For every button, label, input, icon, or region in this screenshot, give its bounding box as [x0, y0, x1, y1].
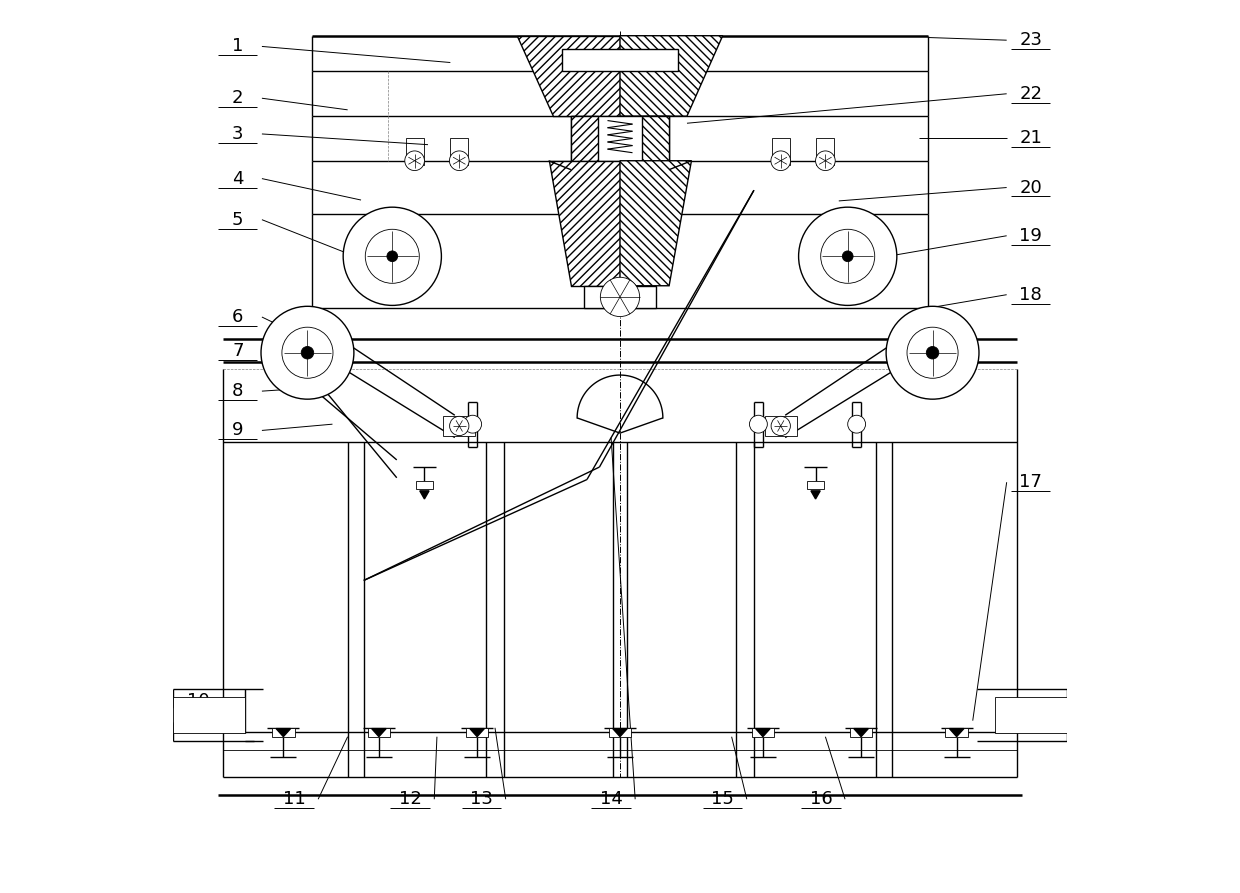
Polygon shape — [854, 729, 868, 737]
Polygon shape — [755, 729, 770, 737]
Bar — [466, 728, 489, 738]
Polygon shape — [642, 116, 670, 161]
Text: 1: 1 — [232, 38, 243, 55]
Text: 12: 12 — [399, 790, 422, 808]
Bar — [417, 481, 433, 489]
Polygon shape — [811, 491, 820, 499]
Text: 8: 8 — [232, 382, 243, 400]
Circle shape — [887, 306, 980, 399]
Text: 21: 21 — [1019, 129, 1042, 147]
Polygon shape — [950, 729, 963, 737]
Polygon shape — [470, 729, 485, 737]
Bar — [816, 138, 835, 165]
Circle shape — [404, 151, 424, 171]
Text: 9: 9 — [232, 421, 243, 439]
Text: 7: 7 — [232, 342, 243, 360]
Polygon shape — [420, 491, 429, 499]
Bar — [443, 416, 475, 436]
Circle shape — [799, 207, 897, 305]
Text: 4: 4 — [232, 170, 243, 188]
Circle shape — [464, 415, 481, 433]
Text: 14: 14 — [600, 790, 622, 808]
Circle shape — [343, 207, 441, 305]
Bar — [994, 697, 1066, 733]
Circle shape — [1043, 702, 1069, 729]
Bar — [945, 728, 968, 738]
Circle shape — [366, 230, 419, 283]
Polygon shape — [613, 729, 627, 737]
Bar — [562, 49, 678, 71]
Bar — [765, 416, 797, 436]
Polygon shape — [620, 161, 692, 286]
Bar — [849, 728, 873, 738]
Text: 16: 16 — [810, 790, 832, 808]
Bar — [771, 138, 790, 165]
Polygon shape — [620, 36, 723, 116]
Circle shape — [771, 416, 790, 436]
Circle shape — [842, 251, 853, 262]
Text: 5: 5 — [232, 211, 243, 229]
Text: 2: 2 — [232, 89, 243, 107]
Circle shape — [600, 277, 640, 316]
Circle shape — [749, 415, 768, 433]
Bar — [584, 286, 656, 308]
Polygon shape — [277, 729, 290, 737]
Circle shape — [906, 327, 959, 379]
Circle shape — [171, 702, 197, 729]
Text: 3: 3 — [232, 125, 243, 143]
Text: 15: 15 — [712, 790, 734, 808]
Bar — [570, 116, 670, 161]
Polygon shape — [372, 729, 386, 737]
Text: 18: 18 — [1019, 286, 1042, 304]
Text: 11: 11 — [283, 790, 305, 808]
Bar — [405, 138, 424, 165]
Text: 17: 17 — [1019, 473, 1042, 491]
Bar — [272, 728, 295, 738]
Text: 20: 20 — [1019, 179, 1042, 196]
Circle shape — [926, 346, 939, 359]
Bar — [367, 728, 391, 738]
Circle shape — [449, 151, 469, 171]
Text: 23: 23 — [1019, 31, 1043, 49]
Text: 10: 10 — [187, 692, 210, 710]
Bar — [751, 728, 774, 738]
Text: 6: 6 — [232, 308, 243, 326]
Text: 13: 13 — [470, 790, 494, 808]
Circle shape — [848, 415, 866, 433]
Polygon shape — [517, 36, 620, 116]
Text: 22: 22 — [1019, 85, 1043, 103]
Circle shape — [281, 327, 334, 379]
Polygon shape — [548, 161, 620, 286]
Bar — [174, 697, 246, 733]
Circle shape — [301, 346, 314, 359]
Polygon shape — [570, 116, 598, 161]
Bar — [450, 138, 469, 165]
Bar — [807, 481, 823, 489]
Circle shape — [450, 416, 469, 436]
Circle shape — [260, 306, 353, 399]
Bar — [609, 728, 631, 738]
Circle shape — [771, 151, 791, 171]
Text: 19: 19 — [1019, 227, 1042, 245]
Circle shape — [821, 230, 874, 283]
Circle shape — [816, 151, 836, 171]
Circle shape — [387, 251, 398, 262]
